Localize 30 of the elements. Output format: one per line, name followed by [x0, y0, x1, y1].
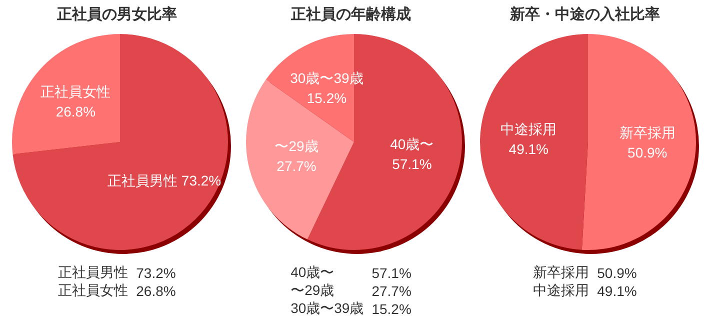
data-label: 49.1% — [508, 141, 548, 158]
data-label: 50.9% — [628, 144, 668, 161]
text: 57.1% — [372, 265, 412, 281]
category-label: 30歳〜39歳 — [290, 300, 364, 316]
data-label: 26.8% — [56, 103, 96, 120]
slice-label: 40歳〜 — [290, 264, 336, 282]
chart-title: 正社員の年齢構成 — [290, 5, 412, 25]
data-label: 15.2% — [306, 90, 347, 106]
slice-label: 30歳〜39歳 — [290, 70, 364, 86]
category-label: 正社員女性 — [58, 282, 128, 298]
chart-title: 新卒・中途の入社比率 — [508, 5, 661, 25]
slice-label: 正社員女性 — [40, 83, 111, 100]
slice-label: 新卒採用 — [619, 124, 676, 141]
slice-label: 中途採用 — [500, 121, 557, 138]
data-label: 57.1% — [392, 156, 432, 172]
data-label: 27.7% — [276, 158, 316, 174]
text: 26.8% — [136, 283, 176, 299]
text: 15.2% — [372, 301, 412, 317]
slice-label: 正社員男性 — [58, 264, 130, 282]
slice-label: 新卒採用 — [533, 264, 590, 282]
slice-label: 40歳〜 — [390, 136, 434, 152]
text: 27.7% — [372, 283, 412, 299]
chart-title: 正社員の男女比率 — [56, 5, 178, 25]
category-label: 〜29歳 — [290, 282, 334, 298]
text: 50.9% — [597, 265, 637, 281]
text: 49.1% — [597, 283, 637, 299]
data-label: 73.2% — [136, 264, 176, 282]
slice-label: 中途採用 — [533, 282, 590, 300]
category-label: 正社員男性 73.2% — [108, 172, 222, 188]
slice-label: 〜29歳 — [274, 138, 318, 154]
